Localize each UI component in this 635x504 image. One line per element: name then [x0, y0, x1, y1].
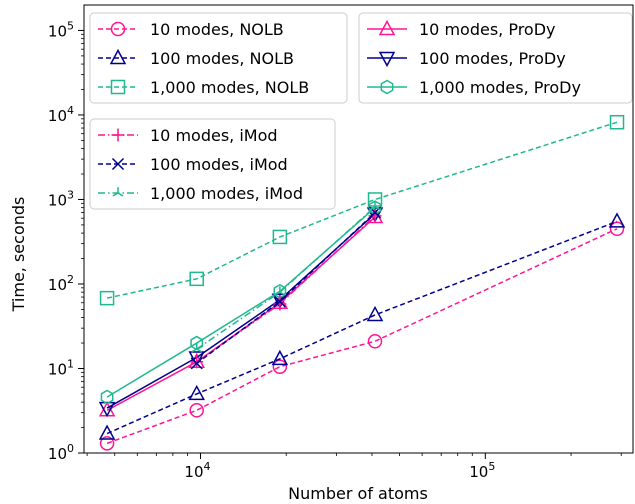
series-line	[106, 121, 618, 299]
legend-marker	[112, 187, 124, 197]
data-point	[189, 403, 204, 418]
x-axis-title: Number of atoms	[288, 484, 428, 503]
legend-label: 1,000 modes, iMod	[150, 184, 303, 203]
legend-marker	[110, 79, 126, 95]
data-point	[189, 271, 204, 287]
series-line	[196, 212, 376, 364]
legend-marker	[109, 48, 127, 65]
data-point	[190, 357, 203, 370]
legend-box	[89, 118, 336, 210]
legend-label: 1,000 modes, NOLB	[150, 78, 309, 97]
data-point	[272, 359, 288, 374]
series-0	[99, 221, 625, 451]
series-line	[106, 216, 376, 411]
data-point	[271, 349, 289, 366]
data-point	[98, 424, 116, 440]
y-axis-title: Time, seconds	[9, 197, 28, 313]
legend-marker	[378, 19, 396, 36]
series-3	[98, 207, 384, 417]
series-line	[106, 228, 618, 445]
y-tick-label: 103	[48, 188, 74, 209]
legend-marker	[110, 21, 126, 37]
y-tick-label: 100	[48, 442, 74, 463]
legend-box	[89, 12, 348, 104]
series-5	[100, 200, 382, 405]
series-line	[106, 220, 618, 435]
legend-top-right: 10 modes, ProDy 100 modes, ProDy 1,000 mod…	[358, 12, 633, 104]
legend-marker	[378, 51, 396, 68]
x-tick-label: 105	[469, 460, 495, 481]
series-line	[106, 207, 376, 398]
plot-frame	[83, 4, 634, 454]
legend-label: 100 modes, iMod	[150, 155, 288, 174]
legend-layer: 10 modes, NOLB 100 modes, NOLB 1,000 modes…	[89, 12, 633, 210]
legend-marker	[111, 128, 125, 142]
data-point	[190, 355, 204, 369]
y-tick-label: 102	[48, 273, 74, 294]
legend-label: 10 modes, NOLB	[150, 20, 284, 39]
legend-marker	[111, 157, 125, 171]
series-line	[196, 206, 376, 350]
series-2	[99, 114, 625, 306]
legend-label: 10 modes, ProDy	[419, 20, 556, 39]
data-point	[99, 290, 115, 306]
data-point	[100, 389, 114, 405]
data-point	[99, 436, 115, 451]
data-point	[188, 384, 205, 401]
data-point	[98, 401, 116, 418]
legend-top-left: 10 modes, NOLB 100 modes, NOLB 1,000 modes…	[89, 12, 348, 104]
data-point	[608, 212, 626, 228]
data-point	[369, 200, 381, 211]
x-tick-label: 104	[184, 460, 210, 481]
series-8	[191, 200, 381, 353]
legend-marker	[380, 79, 394, 95]
data-point	[274, 286, 286, 296]
data-point	[273, 295, 286, 308]
data-point	[366, 305, 384, 322]
y-tick-label: 105	[48, 19, 74, 40]
y-tick-label: 101	[48, 357, 74, 378]
series-layer	[98, 114, 626, 451]
series-1	[98, 212, 626, 440]
data-point	[272, 229, 288, 245]
legend-upper-left: 10 modes, iMod 100 modes, iMod 1,000 modes…	[89, 118, 336, 210]
data-point	[191, 343, 203, 353]
legend-label: 100 modes, NOLB	[150, 49, 294, 68]
y-tick-label: 104	[48, 104, 74, 125]
legend-label: 10 modes, iMod	[150, 126, 278, 145]
axes-layer: 100 101 102 103 104 105 104 105	[48, 4, 634, 481]
data-point	[609, 114, 625, 130]
data-point	[367, 334, 383, 349]
legend-label: 1,000 modes, ProDy	[419, 78, 581, 97]
data-point	[609, 221, 625, 237]
legend-label: 100 modes, ProDy	[419, 49, 566, 68]
legend-box	[358, 12, 633, 104]
